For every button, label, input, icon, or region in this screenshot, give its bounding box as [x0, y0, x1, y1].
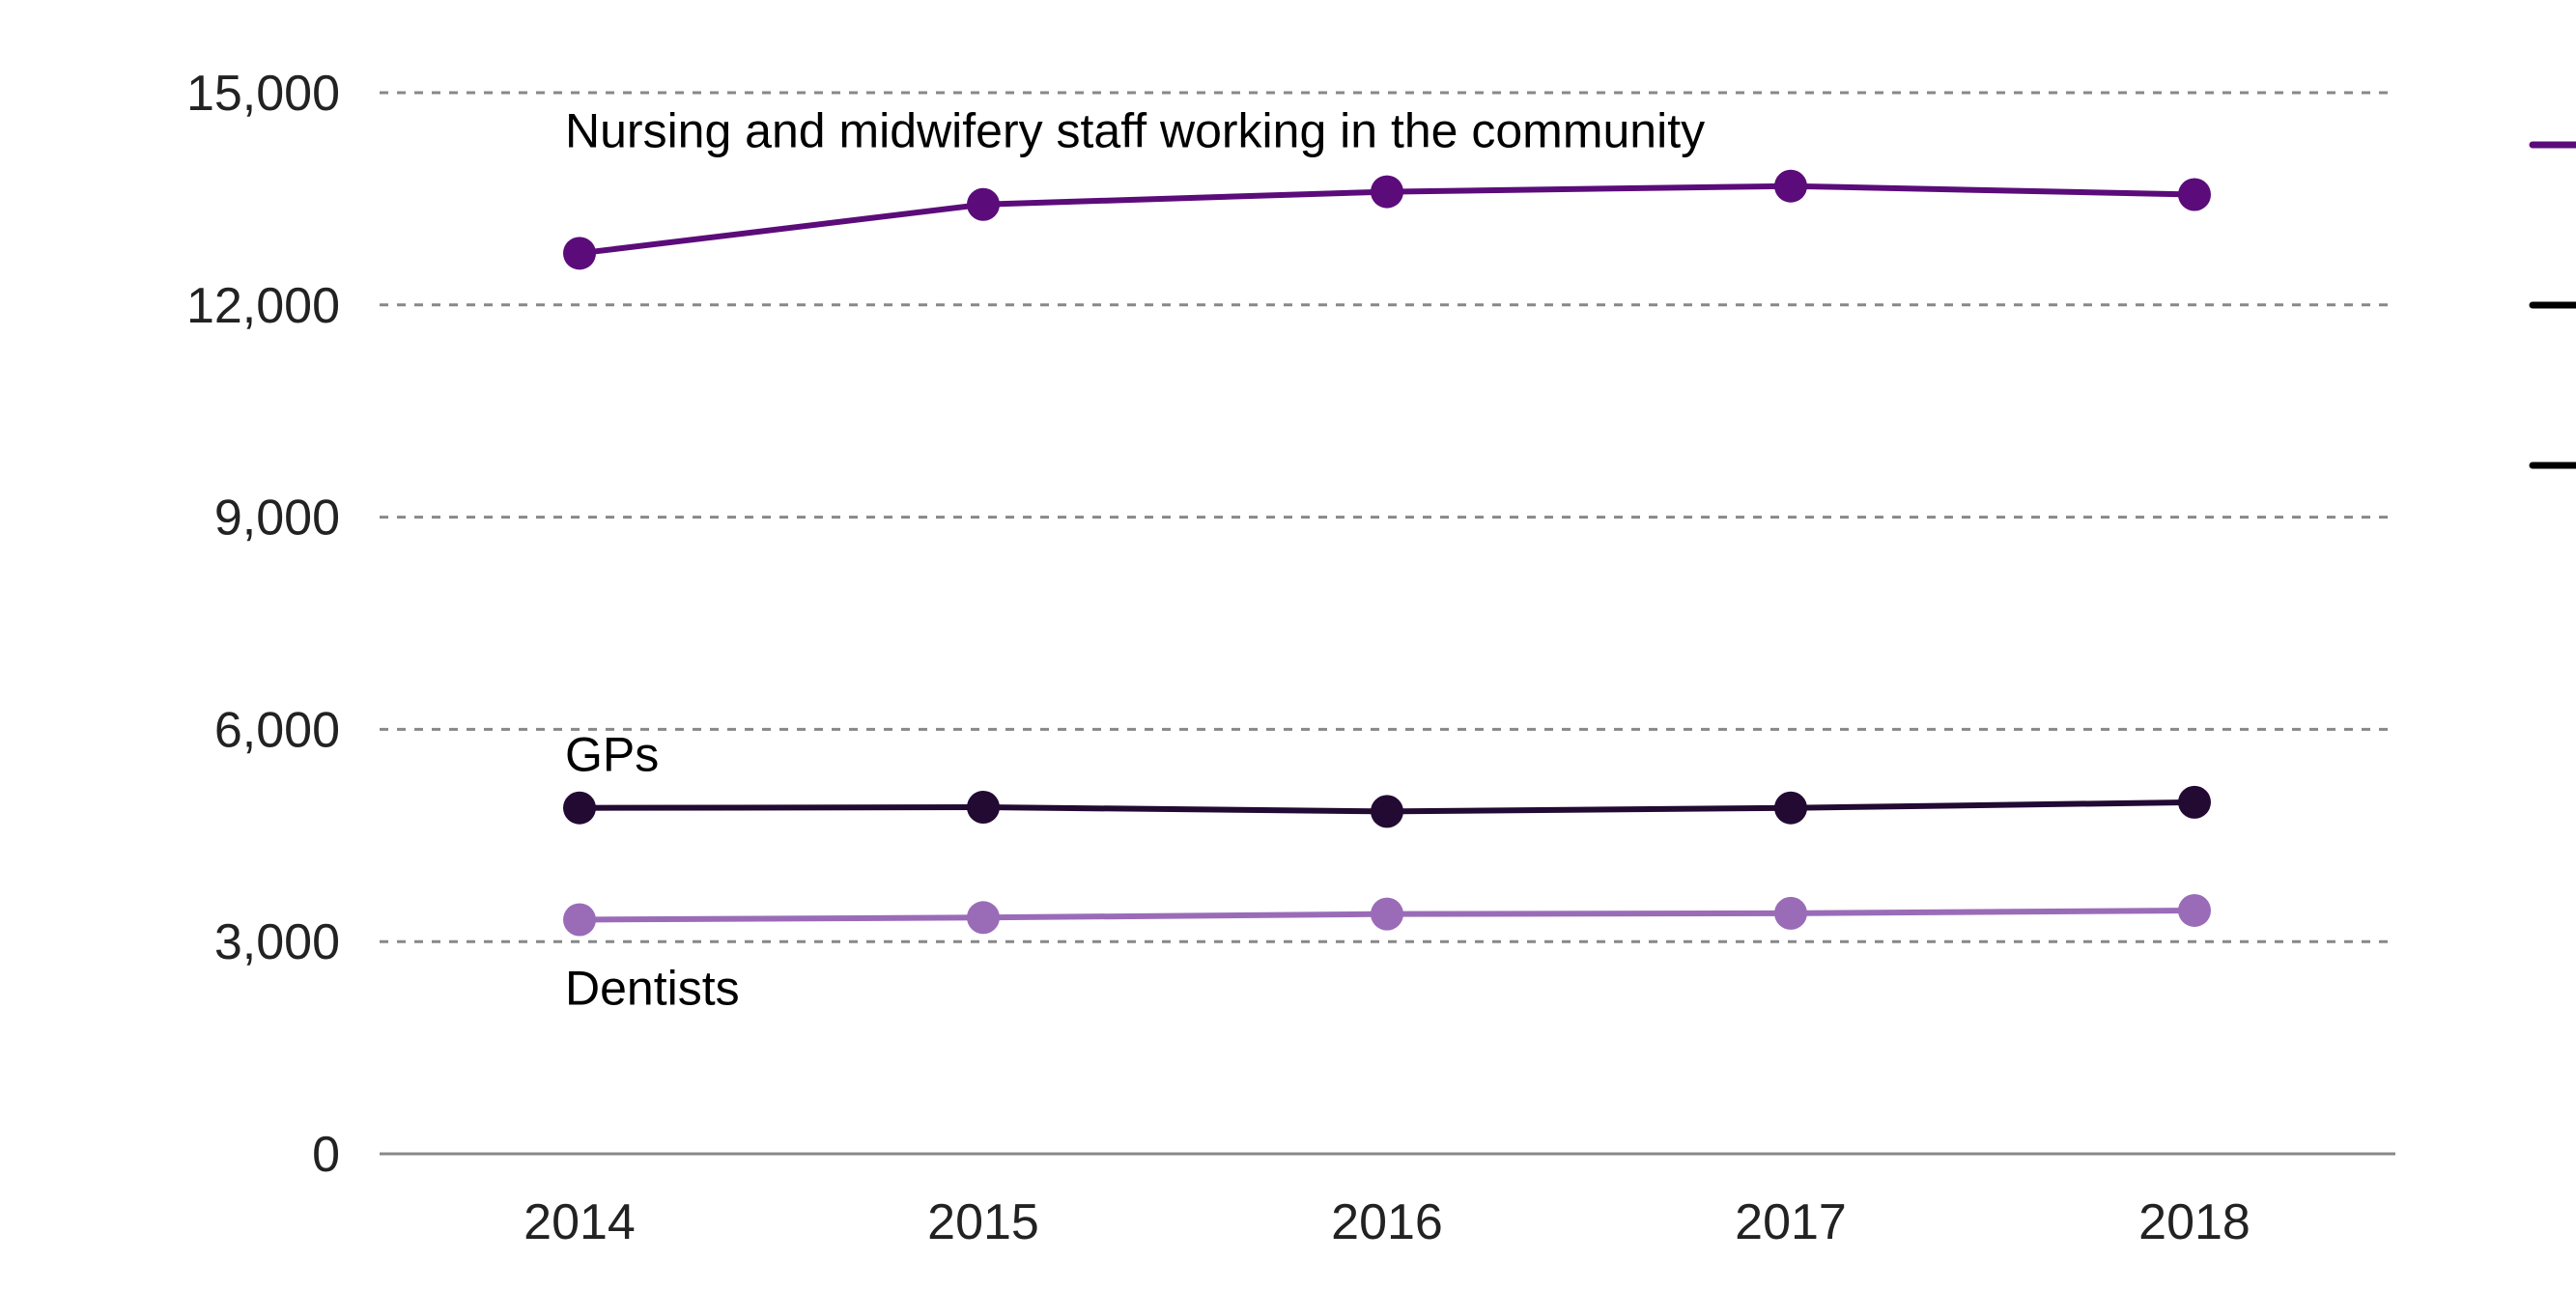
- x-tick-label: 2015: [927, 1194, 1039, 1250]
- data-point: [563, 791, 596, 825]
- data-point: [2178, 785, 2211, 819]
- x-tick-label: 2016: [1331, 1194, 1443, 1250]
- x-tick-label: 2017: [1735, 1194, 1847, 1250]
- series-lines: [563, 169, 2211, 937]
- y-tick-label: 9,000: [214, 490, 340, 546]
- series: [563, 893, 2211, 937]
- data-point: [563, 903, 596, 937]
- series-label: Dentists: [565, 961, 740, 1015]
- data-point: [1371, 897, 1403, 931]
- data-point: [1774, 896, 1807, 930]
- legend: [2529, 141, 2576, 469]
- data-point: [967, 901, 1000, 935]
- y-tick-label: 3,000: [214, 914, 340, 970]
- y-tick-label: 0: [312, 1127, 340, 1183]
- series: [563, 169, 2211, 270]
- data-point: [2178, 893, 2211, 927]
- x-tick-label: 2014: [524, 1194, 636, 1250]
- series-labels: Nursing and midwifery staff working in t…: [565, 103, 1705, 1015]
- data-point: [1774, 791, 1807, 825]
- y-axis-tick-labels: 0 3,000 6,000 9,000 12,000 15,000: [186, 66, 340, 1183]
- data-point: [1371, 175, 1403, 209]
- gridlines: [380, 91, 2395, 1156]
- data-point: [1774, 169, 1807, 203]
- data-point: [967, 187, 1000, 221]
- x-axis-tick-labels: 2014 2015 2016 2017 2018: [524, 1194, 2250, 1250]
- y-tick-label: 6,000: [214, 702, 340, 758]
- data-point: [2178, 178, 2211, 211]
- series-label: Nursing and midwifery staff working in t…: [565, 103, 1705, 157]
- x-tick-label: 2018: [2138, 1194, 2250, 1250]
- y-tick-label: 12,000: [186, 278, 340, 334]
- data-point: [1371, 795, 1403, 828]
- data-point: [967, 790, 1000, 824]
- data-point: [563, 237, 596, 270]
- y-tick-label: 15,000: [186, 66, 340, 122]
- series: [563, 785, 2211, 828]
- series-label: GPs: [565, 728, 659, 782]
